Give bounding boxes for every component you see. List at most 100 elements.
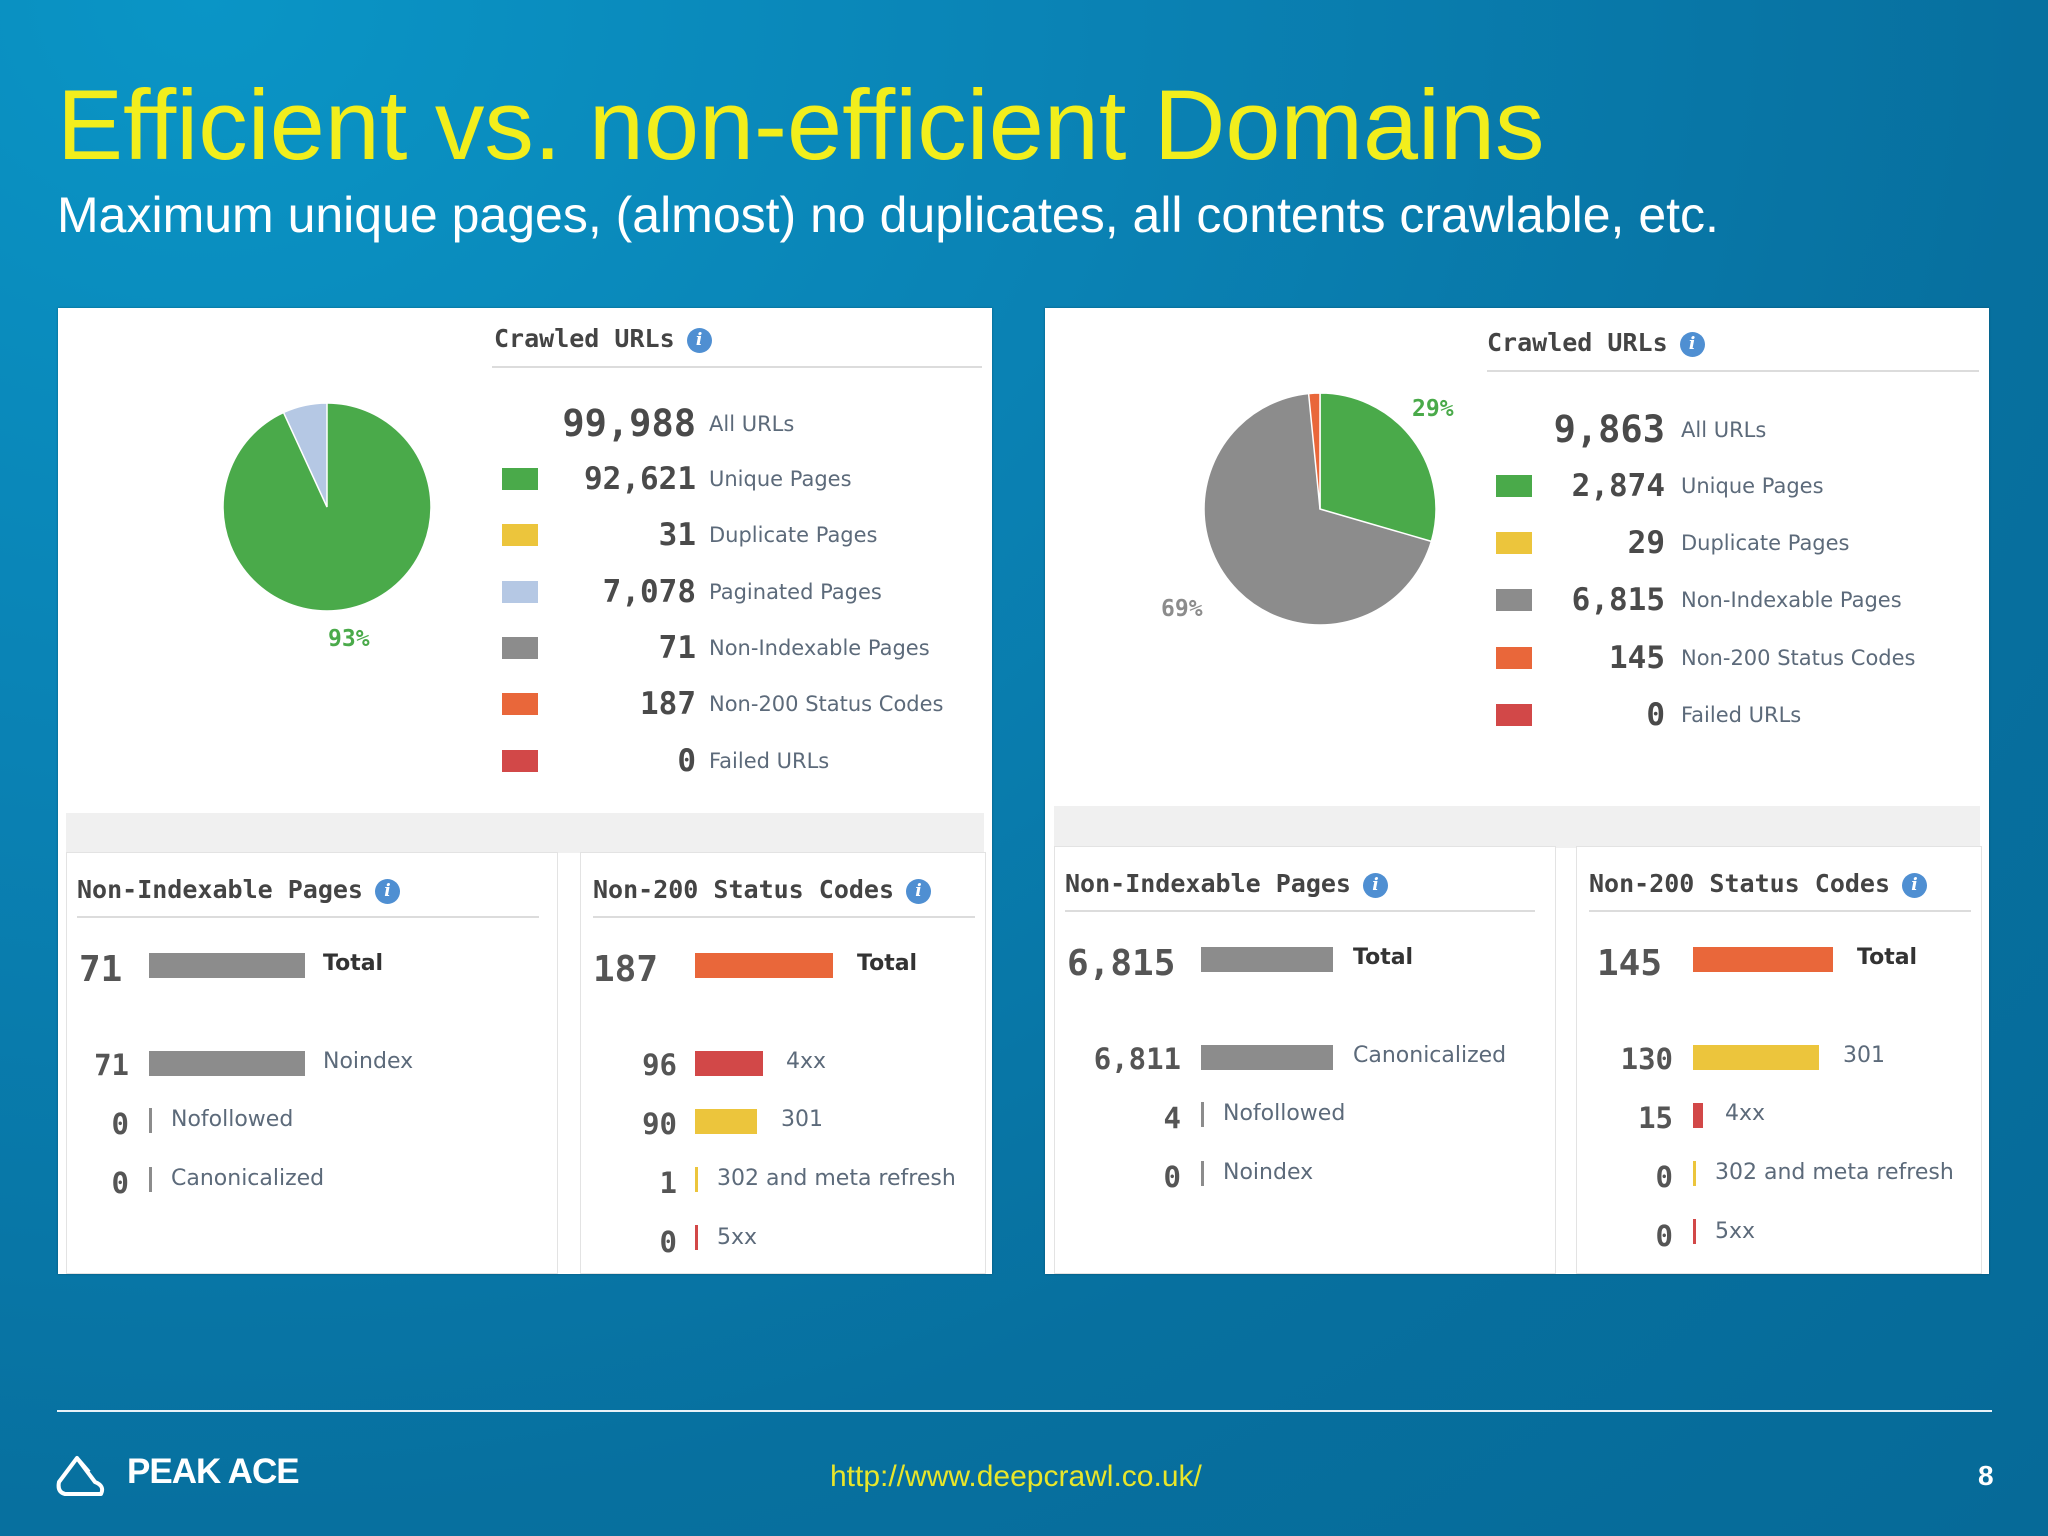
left-ni-total-bar: [149, 953, 305, 978]
right-label-non200: Non-200 Status Codes: [1681, 646, 1916, 670]
right-label-duplicate: Duplicate Pages: [1681, 531, 1850, 555]
right-n200-item2-label: 4xx: [1725, 1101, 1766, 1126]
left-n200-total-label: Total: [857, 951, 918, 976]
left-crawled-urls-title: Crawled URLs i: [494, 324, 712, 353]
left-all-urls-num: 99,988: [562, 402, 696, 445]
left-n200-item3-num: 1: [659, 1166, 677, 1200]
right-swatch-unique: [1496, 475, 1532, 497]
right-dashboard-panel: 29% 69% Crawled URLs i 9,863 All URLs 2,8…: [1045, 308, 1989, 1274]
info-icon[interactable]: i: [1679, 332, 1705, 357]
left-non200-title-label: Non-200 Status Codes: [593, 875, 895, 904]
left-num-nonindexable: 71: [658, 630, 696, 666]
left-n200-item1-bar: [695, 1051, 763, 1076]
left-num-failed: 0: [677, 743, 696, 779]
slide-subtitle: Maximum unique pages, (almost) no duplic…: [57, 187, 1719, 243]
right-n200-item3-label: 302 and meta refresh: [1715, 1160, 1954, 1185]
left-gray-strip: [66, 813, 984, 853]
slide-title: Efficient vs. non-efficient Domains: [57, 69, 1545, 180]
left-ni-total-num: 71: [79, 949, 123, 990]
left-non-indexable-title: Non-Indexable Pages i: [77, 875, 400, 904]
right-swatch-nonindexable: [1496, 589, 1532, 611]
source-url-link[interactable]: http://www.deepcrawl.co.uk/: [830, 1460, 1202, 1493]
left-n200-total-bar: [695, 953, 833, 978]
left-n200-item2-num: 90: [642, 1107, 677, 1141]
right-crawled-urls-title: Crawled URLs i: [1487, 328, 1705, 357]
right-non200-title: Non-200 Status Codes i: [1589, 869, 1928, 898]
left-label-paginated: Paginated Pages: [709, 580, 882, 604]
left-ni-item1-num: 71: [94, 1048, 129, 1082]
right-label-failed: Failed URLs: [1681, 703, 1802, 727]
right-non200-subpanel: Non-200 Status Codes i 145 Total 130 301 …: [1576, 846, 1982, 1274]
info-icon[interactable]: i: [1362, 873, 1388, 898]
left-swatch-non200: [502, 693, 538, 715]
left-pie-chart: [222, 402, 432, 612]
logo-text: PEAK ACE: [127, 1452, 300, 1491]
right-num-nonindexable: 6,815: [1571, 582, 1665, 618]
left-label-duplicate: Duplicate Pages: [709, 523, 878, 547]
right-non-indexable-title-label: Non-Indexable Pages: [1065, 869, 1351, 898]
left-non200-title: Non-200 Status Codes i: [593, 875, 932, 904]
right-pie-non200-slice: [1307, 392, 1321, 510]
right-crawled-urls-label: Crawled URLs: [1487, 328, 1668, 357]
right-gray-strip: [1054, 806, 1980, 848]
left-non-indexable-subpanel: Non-Indexable Pages i 71 Total 71 Noindex…: [66, 852, 558, 1274]
left-ni-item1-label: Noindex: [323, 1049, 414, 1074]
left-n200-item3-label: 302 and meta refresh: [717, 1166, 956, 1191]
left-all-urls-label: All URLs: [709, 412, 795, 436]
right-pie-pct-green: 29%: [1412, 396, 1454, 422]
left-label-non200: Non-200 Status Codes: [709, 692, 944, 716]
right-n200-item4-num: 0: [1655, 1219, 1673, 1253]
right-non200-title-label: Non-200 Status Codes: [1589, 869, 1891, 898]
left-swatch-failed: [502, 750, 538, 772]
left-ni-item2-bar: [149, 1108, 152, 1133]
page-number: 8: [1978, 1460, 1994, 1491]
left-n200-total-num: 187: [593, 949, 659, 990]
right-ni-item1-label: Canonicalized: [1353, 1043, 1507, 1068]
info-icon[interactable]: i: [686, 328, 712, 353]
right-label-nonindexable: Non-Indexable Pages: [1681, 588, 1902, 612]
left-swatch-nonindexable: [502, 637, 538, 659]
right-swatch-non200: [1496, 647, 1532, 669]
info-icon[interactable]: i: [1902, 873, 1928, 898]
right-ni-item3-bar: [1201, 1161, 1204, 1186]
left-non-indexable-divider: [77, 916, 539, 918]
left-crawled-urls-label: Crawled URLs: [494, 324, 675, 353]
right-label-unique: Unique Pages: [1681, 474, 1824, 498]
left-ni-item3-num: 0: [111, 1166, 129, 1200]
left-n200-item4-bar: [695, 1225, 698, 1250]
right-num-unique: 2,874: [1571, 468, 1665, 504]
left-pie-pct-label: 93%: [328, 626, 370, 652]
right-ni-total-num: 6,815: [1067, 943, 1176, 984]
right-non-indexable-divider: [1065, 910, 1535, 912]
right-all-urls-label: All URLs: [1681, 418, 1767, 442]
info-icon[interactable]: i: [906, 879, 932, 904]
left-n200-item4-label: 5xx: [717, 1225, 758, 1250]
left-non200-subpanel: Non-200 Status Codes i 187 Total 96 4xx 9…: [580, 852, 986, 1274]
left-ni-item2-label: Nofollowed: [171, 1107, 294, 1132]
right-n200-total-bar: [1693, 947, 1833, 972]
right-num-failed: 0: [1646, 697, 1665, 733]
right-swatch-duplicate: [1496, 532, 1532, 554]
right-num-duplicate: 29: [1627, 525, 1665, 561]
left-pie-paginated-slice: [282, 402, 328, 508]
left-label-failed: Failed URLs: [709, 749, 830, 773]
right-swatch-failed: [1496, 704, 1532, 726]
right-n200-item2-bar: [1693, 1103, 1703, 1128]
info-icon[interactable]: i: [374, 879, 400, 904]
left-non200-divider: [593, 916, 975, 918]
left-n200-item2-label: 301: [781, 1107, 823, 1132]
left-ni-item2-num: 0: [111, 1107, 129, 1141]
left-n200-item3-bar: [695, 1167, 698, 1192]
right-n200-item2-num: 15: [1638, 1101, 1673, 1135]
right-ni-item1-num: 6,811: [1093, 1042, 1181, 1076]
right-crawled-divider: [1487, 370, 1979, 372]
right-ni-item2-bar: [1201, 1102, 1204, 1127]
right-pie-unique-slice: [1319, 392, 1437, 543]
left-n200-item2-bar: [695, 1109, 757, 1134]
left-num-unique: 92,621: [584, 461, 696, 497]
right-n200-total-label: Total: [1857, 945, 1918, 970]
right-ni-item2-num: 4: [1163, 1101, 1181, 1135]
left-num-paginated: 7,078: [602, 574, 696, 610]
left-swatch-unique: [502, 468, 538, 490]
right-ni-total-label: Total: [1353, 945, 1414, 970]
